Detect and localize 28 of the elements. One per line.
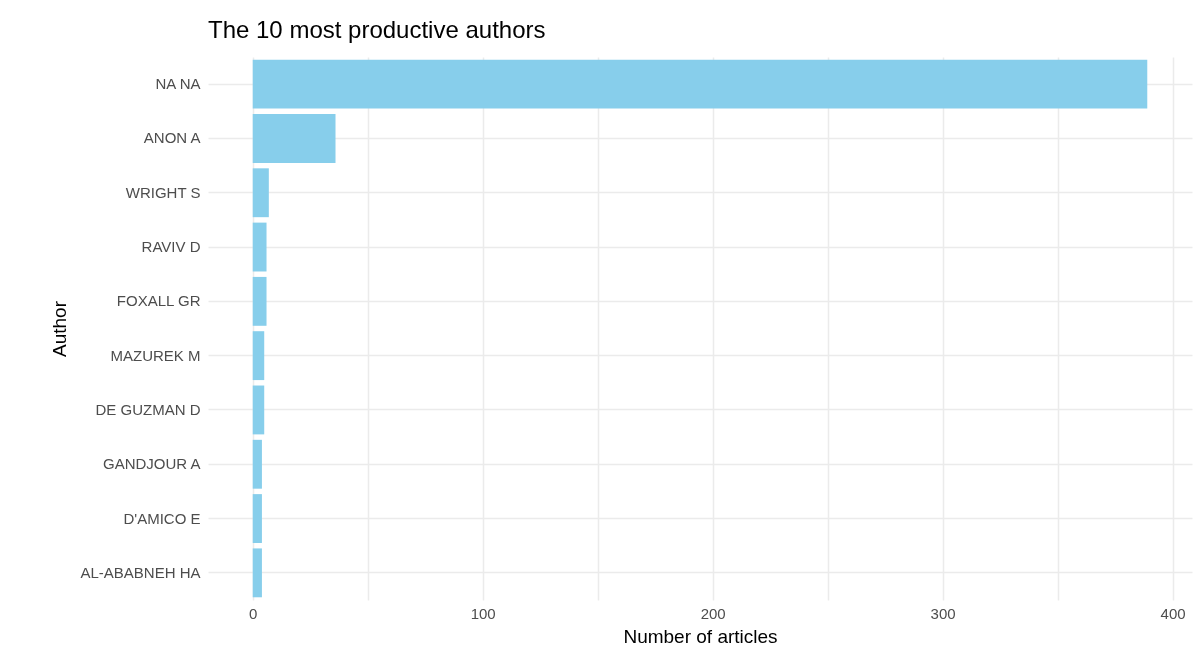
x-tick-label: 300: [930, 604, 956, 622]
bar: [252, 385, 265, 435]
bar: [252, 439, 262, 489]
x-tick-label: 100: [470, 604, 496, 622]
bar: [252, 494, 262, 543]
y-axis-title: Author: [49, 300, 71, 357]
bar: [252, 548, 262, 598]
y-tick-label: DE GUZMAN D: [95, 400, 201, 418]
x-axis-title: Number of articles: [623, 625, 778, 647]
y-tick-label: ANON A: [143, 129, 201, 147]
y-tick-label: AL-ABABNEH HA: [80, 563, 201, 581]
y-tick-label: GANDJOUR A: [102, 455, 201, 473]
y-tick-label: RAVIV D: [141, 238, 201, 256]
bar: [252, 114, 336, 163]
y-tick-label: FOXALL GR: [116, 292, 201, 310]
bar: [252, 222, 267, 272]
x-tick-label: 0: [249, 604, 258, 622]
chart-title: The 10 most productive authors: [208, 16, 546, 43]
bar: [252, 168, 269, 218]
bar: [252, 276, 267, 326]
y-tick-label: D'AMICO E: [123, 509, 201, 527]
y-tick-label: MAZUREK M: [110, 346, 201, 364]
bar: [252, 59, 1148, 109]
x-tick-label: 400: [1160, 604, 1186, 622]
y-tick-label: NA NA: [155, 75, 201, 93]
y-tick-label: WRIGHT S: [125, 183, 201, 201]
bar: [252, 331, 265, 381]
x-tick-label: 200: [700, 604, 726, 622]
